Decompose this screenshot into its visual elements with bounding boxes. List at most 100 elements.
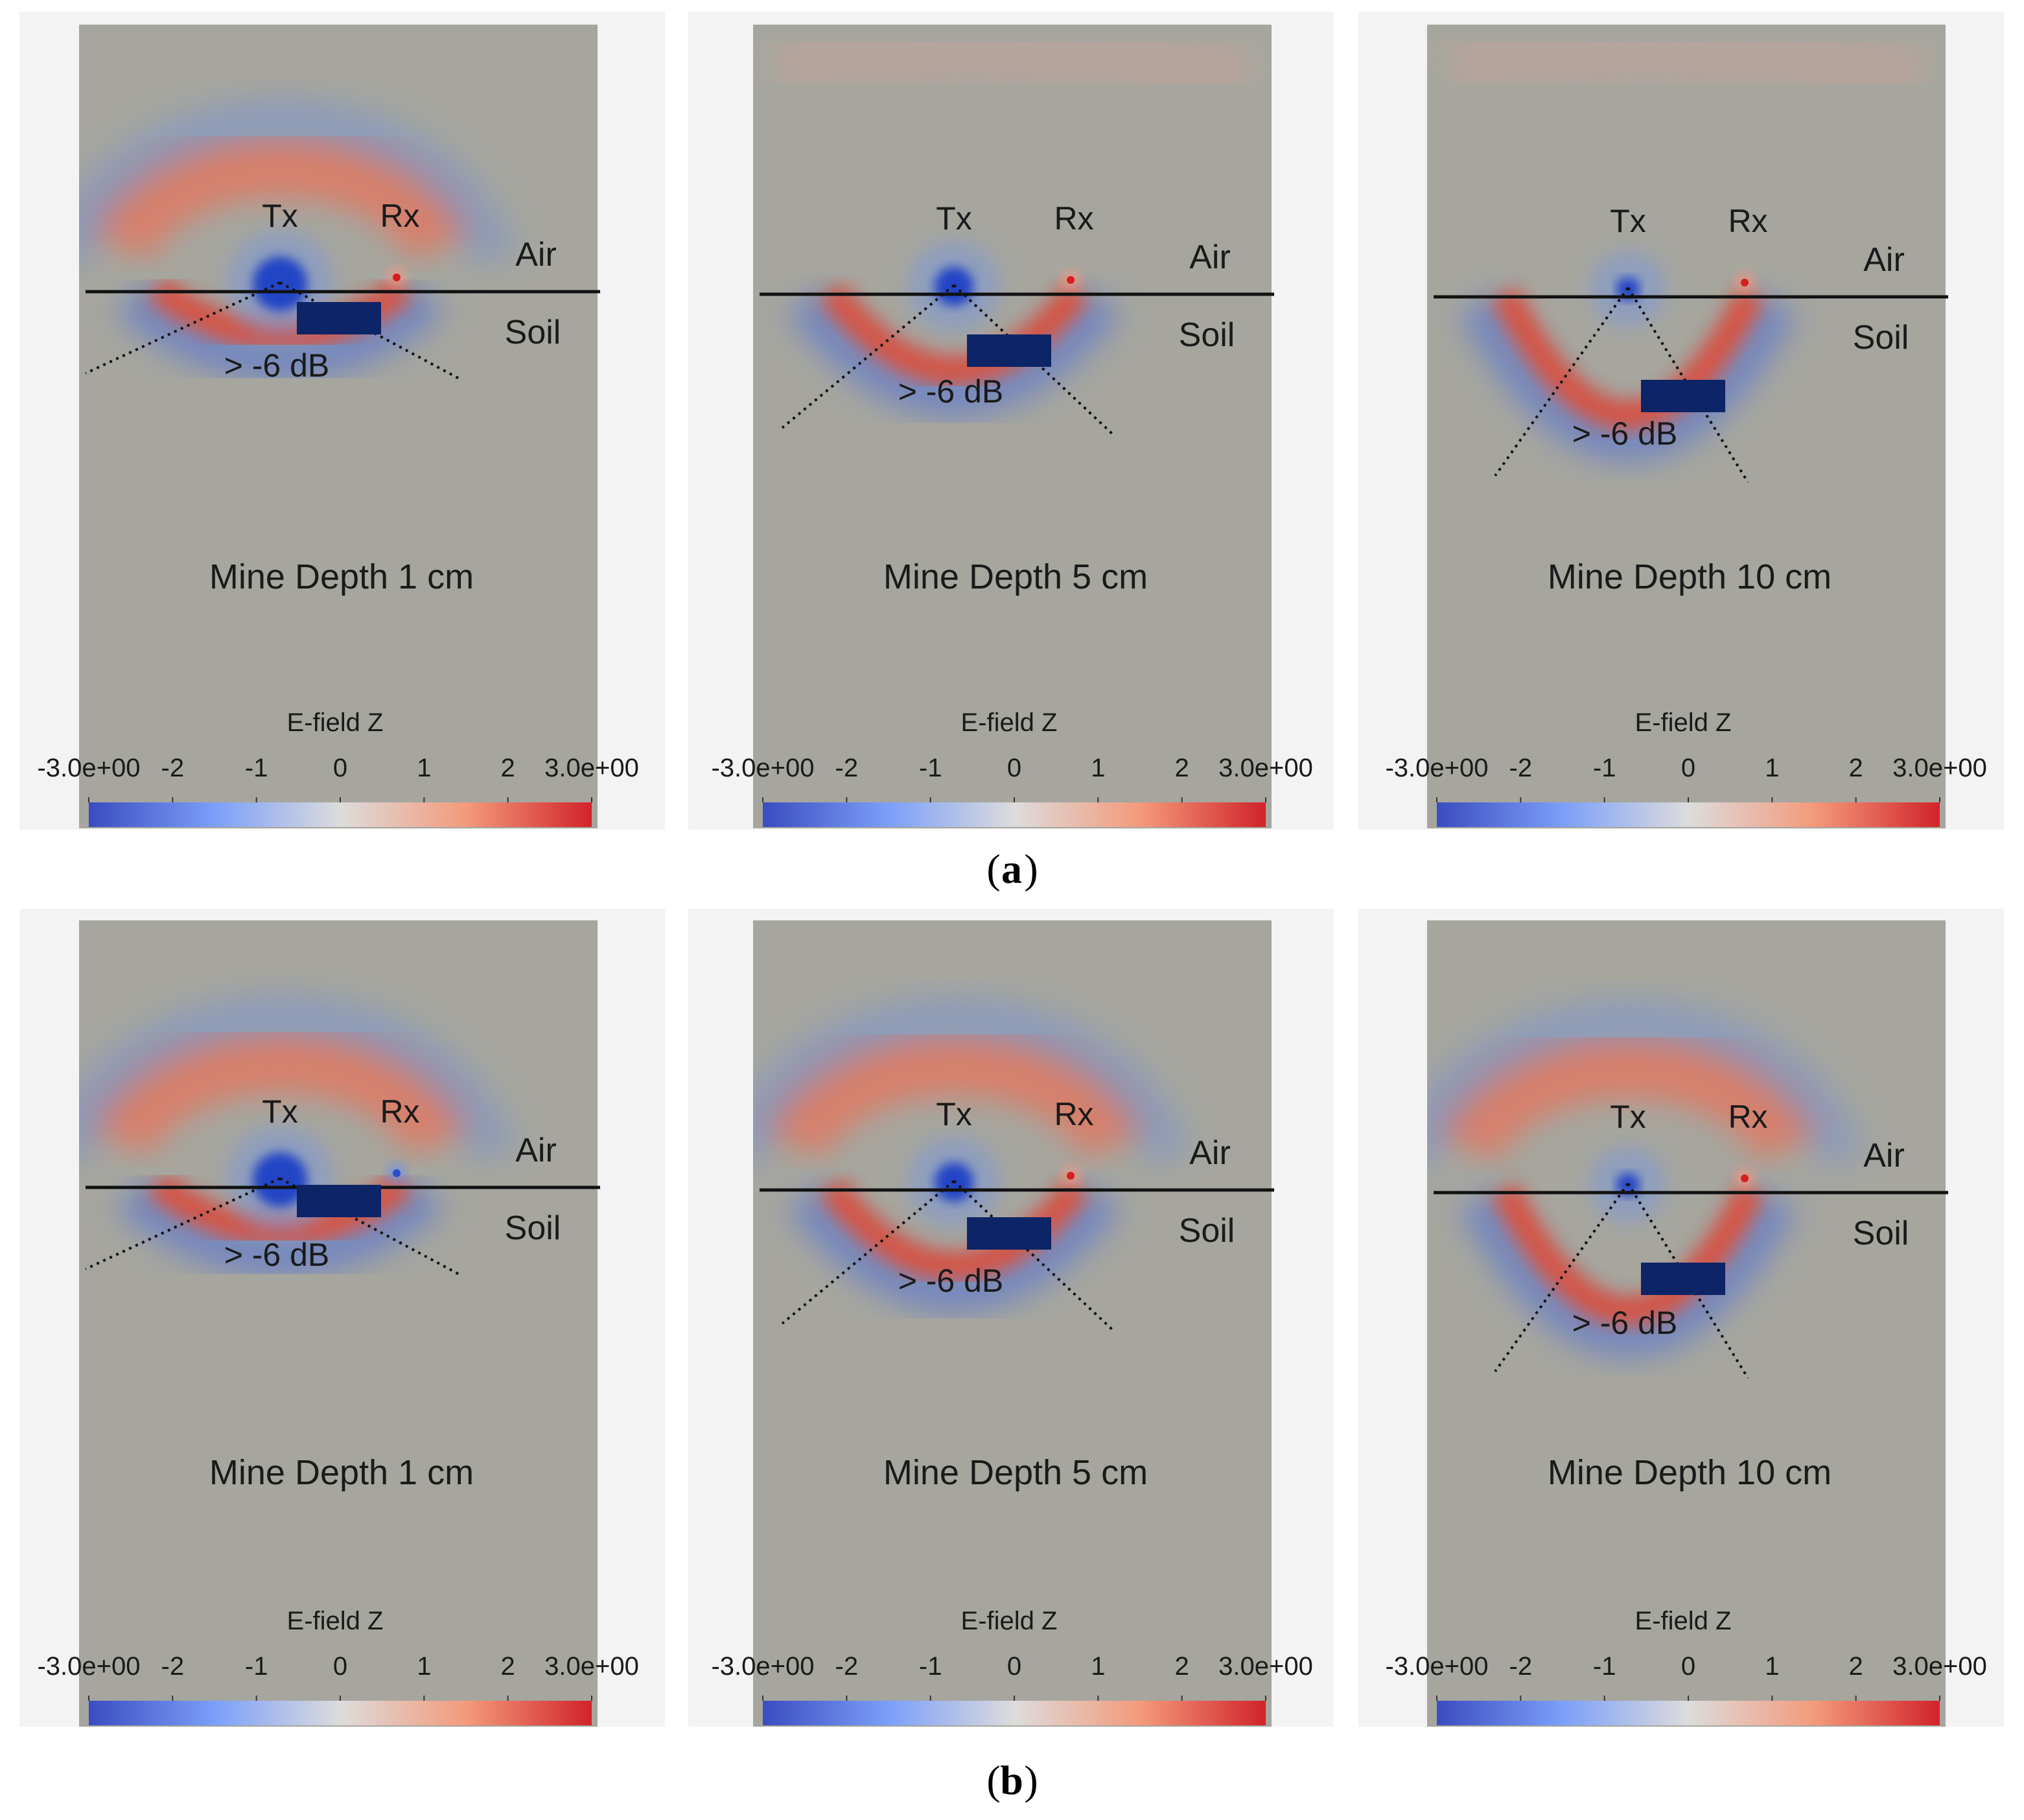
colorbar-tick-label: -1 [919, 754, 942, 782]
colorbar-tick-label: -2 [835, 754, 859, 782]
soil-label: Soil [1853, 319, 1909, 356]
colorbar-title: E-field Z [961, 1607, 1058, 1635]
colorbar-tick-label: -3.0e+00 [1385, 1652, 1488, 1681]
beam-edge-left [1494, 286, 1629, 477]
rx-label: Rx [1054, 200, 1093, 237]
colorbar-tick-label: 2 [1175, 754, 1189, 782]
rx-field-core [1741, 1174, 1749, 1182]
rx-field-core [393, 274, 401, 281]
colorbar-tick-label: -3.0e+00 [711, 754, 814, 782]
threshold-label: > -6 dB [1572, 415, 1678, 452]
caption-open-paren: ( [986, 846, 1000, 892]
beam-edge-left [781, 284, 955, 429]
panel-title: Mine Depth 10 cm [1548, 1453, 1832, 1492]
soil-wavefront-negative [1459, 292, 1797, 462]
air-label: Air [1863, 241, 1905, 279]
soil-wavefront-negative [1459, 1188, 1797, 1358]
mine-block [297, 1185, 381, 1217]
caption-letter: b [1000, 1757, 1023, 1803]
colorbar-gradient [763, 1701, 1266, 1725]
colorbar-tick-label: 2 [501, 754, 515, 782]
rx-field-core [1067, 276, 1075, 284]
panel-title: Mine Depth 5 cm [883, 557, 1148, 596]
beam-edge-left [1494, 1182, 1629, 1373]
colorbar-tick-label: 0 [1681, 754, 1695, 782]
beam-edge-right [279, 281, 462, 381]
colorbar-tick-label: 3.0e+00 [1218, 1652, 1313, 1681]
colorbar-tick-label: 3.0e+00 [1892, 1652, 1987, 1681]
panel-title: Mine Depth 5 cm [883, 1453, 1148, 1492]
soil-label: Soil [505, 314, 561, 351]
colorbar-tick-label: 1 [417, 754, 431, 782]
colorbar-tick-label: 1 [1765, 1652, 1779, 1681]
tx-label: Tx [262, 198, 298, 234]
air-wavefront-negative [79, 99, 516, 266]
rx-field-core [1067, 1172, 1075, 1180]
tx-label: Tx [262, 1093, 298, 1130]
field-pattern [79, 99, 516, 382]
soil-wavefront-negative [116, 1176, 444, 1278]
beam-edge-right [953, 1180, 1114, 1331]
air-wavefront-negative [753, 997, 1190, 1165]
colorbar-tick-label: -2 [161, 1652, 185, 1681]
row-caption-a: (a) [986, 846, 1038, 892]
colorbar-tick-label: -1 [245, 754, 268, 782]
panel-b-10cm: Tx Rx Air Soil > -6 dB Mine Depth 10 cm E-fiel… [1358, 909, 2004, 1727]
colorbar-tick-label: 2 [1849, 1652, 1863, 1681]
air-wavefront-positive [85, 126, 475, 261]
panel-title: Mine Depth 10 cm [1548, 557, 1832, 596]
tx-label: Tx [1610, 203, 1646, 239]
colorbar-tick-label: 0 [1681, 1652, 1695, 1681]
colorbar-tick-label: 2 [1849, 754, 1863, 782]
colorbar-tick-label: 2 [1175, 1652, 1189, 1681]
rx-label: Rx [1054, 1096, 1093, 1132]
soil-label: Soil [1179, 316, 1235, 354]
air-label: Air [515, 1132, 557, 1169]
beam-edge-left [85, 1177, 281, 1270]
soil-label: Soil [1853, 1215, 1909, 1252]
mine-block [1641, 1263, 1725, 1295]
field-pattern [79, 994, 516, 1278]
colorbar-tick-label: 1 [417, 1652, 431, 1681]
air-wavefront-negative [79, 994, 516, 1162]
colorbar-tick-label: -3.0e+00 [1385, 754, 1488, 782]
soil-wavefront-negative [116, 280, 444, 382]
field-plot-background [753, 25, 1272, 828]
colorbar-gradient [89, 1701, 592, 1725]
panel-a-10cm: Tx Rx Air Soil > -6 dB Mine Depth 10 cm E-fiel… [1358, 12, 2004, 830]
colorbar-tick-label: -1 [1593, 754, 1616, 782]
threshold-label: > -6 dB [224, 347, 330, 384]
colorbar-tick-label: -2 [1509, 1652, 1533, 1681]
soil-wavefront-positive [1491, 286, 1765, 430]
threshold-label: > -6 dB [898, 1263, 1004, 1299]
colorbar-title: E-field Z [961, 708, 1058, 737]
mine-block [967, 1217, 1051, 1250]
colorbar-title: E-field Z [1635, 1607, 1732, 1635]
air-label: Air [1189, 1134, 1231, 1172]
air-wavefront-negative [1427, 999, 1864, 1167]
caption-open-paren: ( [986, 1757, 1000, 1803]
mine-block [967, 334, 1051, 367]
colorbar-tick-label: 0 [333, 754, 347, 782]
air-label: Air [1863, 1137, 1905, 1174]
caption-close-paren: ) [1024, 846, 1038, 892]
mine-block [297, 302, 381, 334]
soil-wavefront-negative [787, 1182, 1121, 1313]
threshold-label: > -6 dB [1572, 1305, 1678, 1341]
caption-close-paren: ) [1024, 1757, 1038, 1803]
rx-label: Rx [380, 1093, 419, 1130]
row-caption-b: (b) [986, 1757, 1038, 1803]
colorbar-tick-label: 1 [1091, 754, 1105, 782]
colorbar-tick-label: -1 [245, 1652, 268, 1681]
beam-edge-left [781, 1180, 955, 1325]
panel-b-5cm: Tx Rx Air Soil > -6 dB Mine Depth 5 cm E-field… [688, 909, 1334, 1727]
air-wavefront-positive [85, 1021, 475, 1157]
colorbar-tick-label: -3.0e+00 [37, 1652, 140, 1681]
colorbar-title: E-field Z [287, 1607, 384, 1635]
air-wavefront-positive [1433, 1027, 1823, 1162]
colorbar-tick-label: -2 [835, 1652, 859, 1681]
soil-label: Soil [1179, 1212, 1235, 1250]
rx-label: Rx [380, 198, 419, 234]
soil-label: Soil [505, 1209, 561, 1247]
panel-title: Mine Depth 1 cm [209, 557, 474, 596]
